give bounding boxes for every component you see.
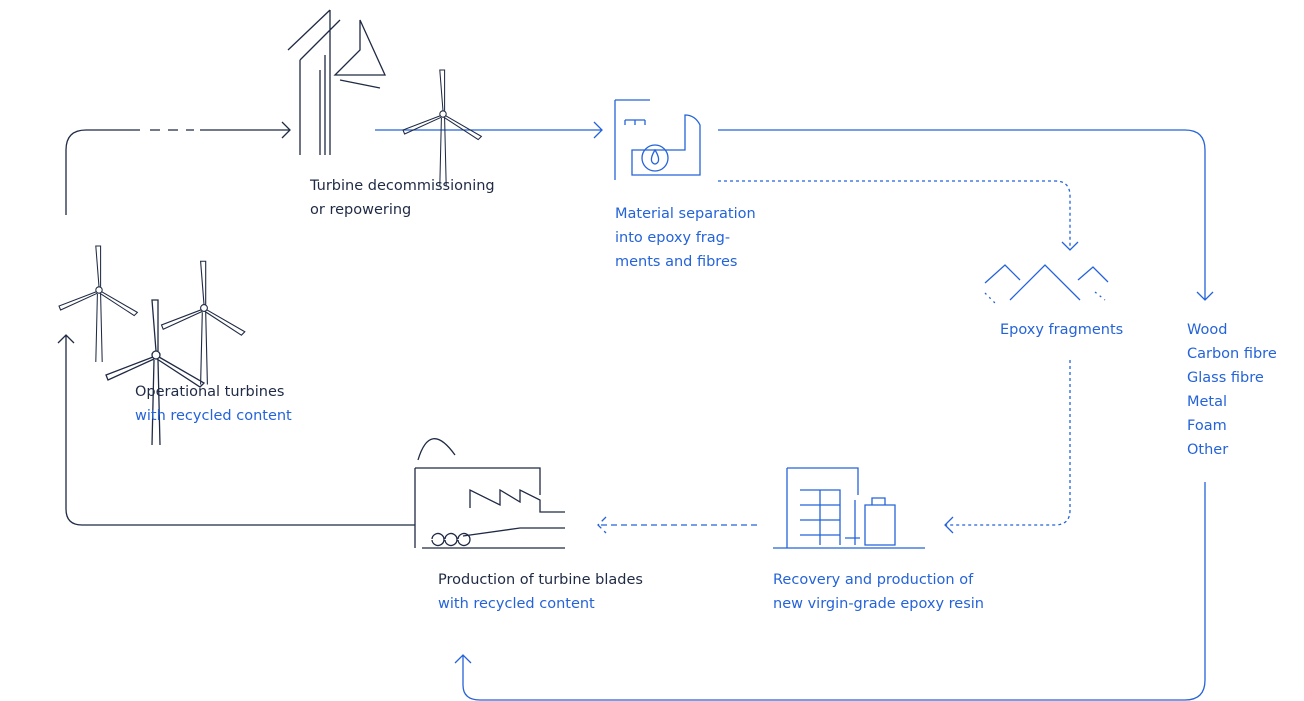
labels: Turbine decommissioning or repowering Ma… [135, 178, 1277, 612]
turbine-icons [58, 9, 482, 446]
label: Production of turbine blades [438, 572, 643, 588]
material: Glass fibre [1187, 370, 1264, 386]
label: Operational turbines [135, 384, 284, 400]
resin-icon [773, 467, 925, 549]
label: Recovery and production of [773, 572, 974, 588]
label: Epoxy fragments [1000, 322, 1123, 338]
label: with recycled content [135, 408, 292, 424]
fragments-icon [984, 264, 1109, 304]
factory-icon [414, 438, 565, 549]
flow-lines [57, 121, 1214, 701]
material: Foam [1187, 418, 1227, 434]
separation-icon [614, 99, 701, 180]
label: or repowering [310, 202, 411, 218]
label: new virgin-grade epoxy resin [773, 596, 984, 612]
label: Material separation [615, 206, 756, 222]
label: Turbine decommissioning [309, 178, 495, 194]
material: Carbon fibre [1187, 346, 1277, 362]
label: with recycled content [438, 596, 595, 612]
material: Wood [1187, 322, 1227, 338]
label: ments and fibres [615, 254, 737, 270]
label: into epoxy frag- [615, 230, 730, 246]
material: Other [1187, 442, 1228, 458]
material: Metal [1187, 394, 1227, 410]
